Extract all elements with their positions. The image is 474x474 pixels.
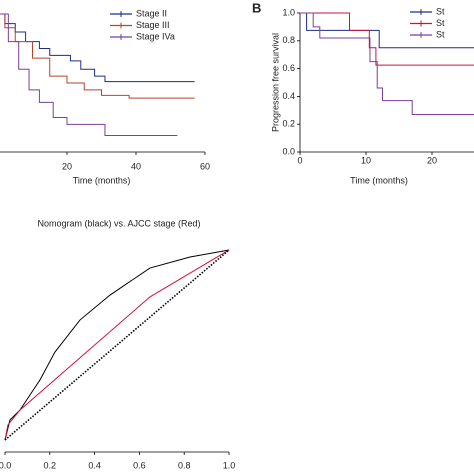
curve [0, 13, 195, 83]
curve [300, 12, 474, 49]
curve [4, 249, 230, 441]
legend-label: St [436, 6, 445, 16]
x-axis-label: Time (months) [73, 175, 131, 185]
x-tick-label: 0.0 [0, 460, 11, 470]
curve [0, 13, 195, 99]
x-tick-label: 0.2 [44, 460, 57, 470]
legend-label: Stage III [136, 20, 170, 30]
y-tick-label: 0.2 [282, 119, 295, 129]
curve [300, 12, 474, 66]
y-axis-label: Progression free survival [270, 33, 280, 132]
curve [4, 249, 230, 441]
y-tick-label: 1.0 [282, 7, 295, 17]
legend-label: St [436, 18, 445, 28]
x-tick-label: 60 [200, 161, 210, 171]
curve [0, 13, 178, 136]
x-axis-label: Time (months) [350, 175, 408, 185]
x-tick-label: 10 [361, 155, 371, 165]
x-tick-label: 0 [297, 155, 302, 165]
x-tick-label: 0.4 [88, 460, 101, 470]
x-tick-label: 1.0 [223, 460, 236, 470]
curve [300, 12, 474, 115]
x-tick-label: 0.6 [133, 460, 146, 470]
legend-label: St [436, 29, 445, 39]
y-tick-label: 0.6 [282, 63, 295, 73]
y-tick-label: 0.8 [282, 35, 295, 45]
y-tick-label: 0.0 [282, 146, 295, 156]
curve [4, 249, 230, 441]
x-tick-label: 40 [131, 161, 141, 171]
panel-label: B [252, 0, 261, 15]
chart-title: Nomogram (black) vs. AJCC stage (Red) [37, 218, 200, 228]
x-tick-label: 20 [427, 155, 437, 165]
legend-label: Stage IVa [136, 31, 175, 41]
x-tick-label: 0.8 [178, 460, 191, 470]
y-tick-label: 0.4 [282, 91, 295, 101]
x-tick-label: 20 [62, 161, 72, 171]
legend-label: Stage II [136, 8, 167, 18]
